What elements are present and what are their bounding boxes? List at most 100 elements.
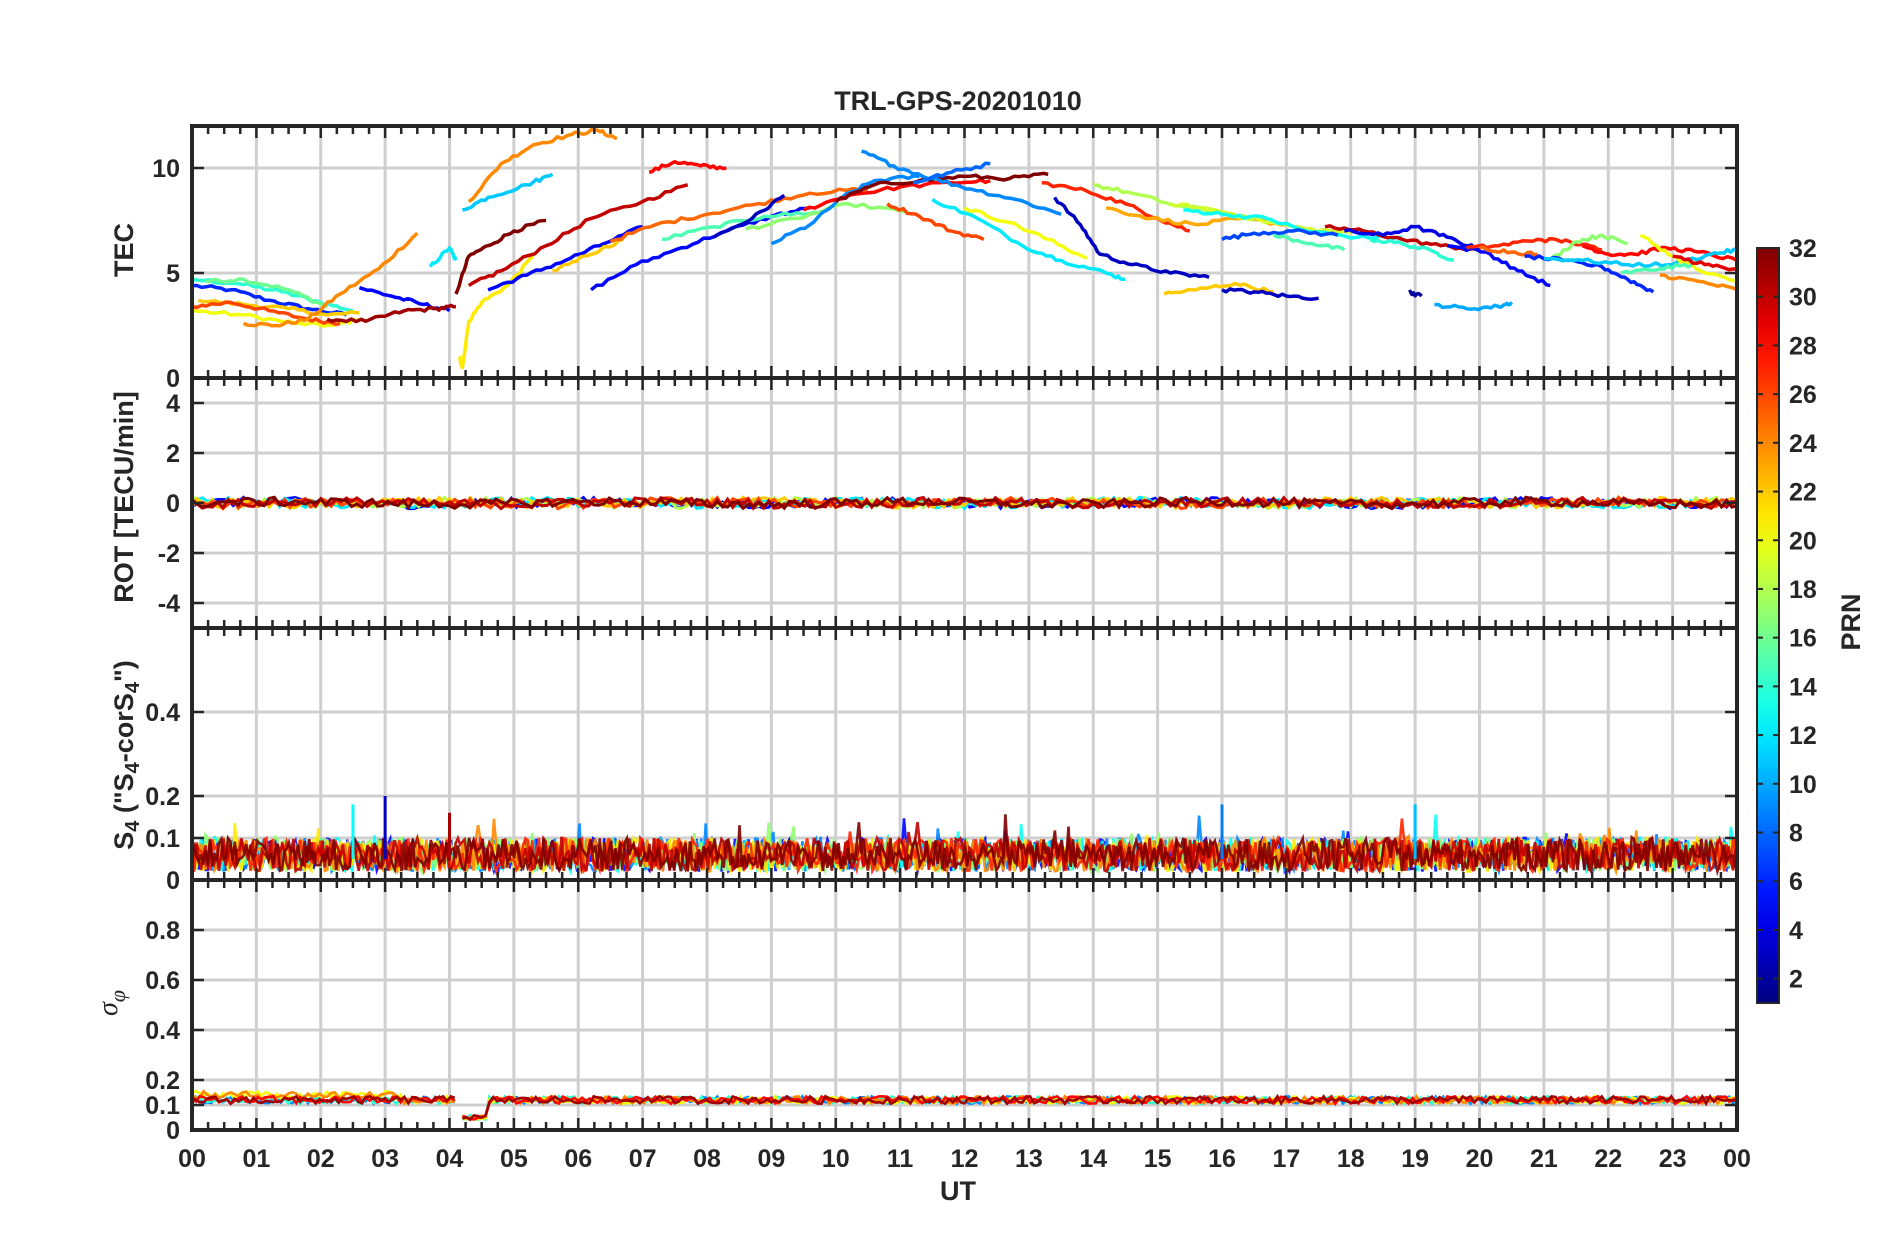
s4-panel: 0 0.1 0.2 0.4 (145, 626, 1739, 895)
x-tick-label: 19 (1401, 1145, 1429, 1173)
tec-series-line (454, 218, 547, 295)
tec-series-line (462, 172, 554, 212)
y-tick-label: 2 (166, 440, 180, 468)
tec-series-line (648, 159, 727, 174)
s4-ylabel-part: ("S (109, 773, 139, 820)
s4-ylabel-part: ") (109, 660, 139, 682)
chart-title: TRL-GPS-20201010 (834, 86, 1082, 116)
tec-series-line (457, 254, 535, 370)
x-tick-label: 08 (693, 1145, 721, 1173)
colorbar-tick-label: 18 (1789, 576, 1817, 604)
x-tick-label: 15 (1144, 1145, 1172, 1173)
colorbar-tick-label: 26 (1789, 381, 1817, 409)
colorbar-tick-label: 8 (1789, 820, 1803, 848)
colorbar-gradient (1756, 247, 1780, 1004)
sig-data (192, 1089, 1737, 1122)
colorbar-tick-label: 4 (1789, 917, 1803, 945)
tec-series-line (242, 231, 419, 328)
tec-series-line (1041, 180, 1191, 233)
x-tick-label: 03 (371, 1145, 399, 1173)
y-tick-label: 0 (166, 1117, 180, 1145)
sigma-phi-ylabel: σφ (93, 990, 130, 1016)
x-tick-label: 10 (822, 1145, 850, 1173)
y-tick-label: 0.2 (145, 1067, 180, 1095)
tec-series-line (1543, 247, 1737, 268)
tec-series-line (552, 237, 624, 273)
s4-ylabel-part: -corS (109, 693, 139, 762)
x-tick-label: 05 (500, 1145, 528, 1173)
y-tick-label: -4 (158, 590, 180, 618)
tec-data (192, 127, 1737, 370)
s4-ylabel-subscript: 4 (122, 820, 144, 832)
tec-series-line (1466, 237, 1603, 252)
s4-ylabel-part: S (109, 832, 139, 850)
sigma-phi-panel: 00.10.2 0.4 0.6 0.8 00 01 02 03 04 05 06 07 08 09 10 11… (145, 878, 1751, 1173)
y-tick-label: 0.1 (145, 1092, 180, 1120)
y-tick-label: 0.4 (145, 699, 180, 727)
tec-series-line (886, 202, 985, 241)
x-tick-label: 18 (1337, 1145, 1365, 1173)
y-tick-label: 5 (166, 260, 180, 288)
tec-series-line (834, 171, 1049, 203)
x-tick-label: 22 (1594, 1145, 1622, 1173)
tec-series-line (802, 178, 991, 212)
tec-panel: 0 5 10 (152, 124, 1739, 393)
tec-series-line (487, 225, 643, 292)
tec-series-line (467, 127, 618, 204)
y-tick-label: -2 (158, 540, 180, 568)
colorbar-tick-label: 32 (1789, 235, 1817, 263)
rot-series-line (192, 495, 1737, 511)
x-tick-label: 11 (887, 1145, 914, 1173)
y-tick-label: 0.2 (145, 783, 180, 811)
s4-ylabel: S4 ("S4-corS4") (109, 660, 144, 850)
x-tick-label: 00 (1723, 1145, 1751, 1173)
x-tick-label: 06 (564, 1145, 592, 1173)
tec-series-line (1548, 233, 1628, 262)
tec-series-line (861, 149, 1062, 216)
y-tick-label: 0 (166, 490, 180, 518)
y-tick-label: 0 (166, 365, 180, 393)
tec-series-line (1659, 273, 1737, 292)
sigma-phi-series-line (192, 1093, 1737, 1122)
phi-subscript: φ (105, 990, 130, 1002)
s4-ylabel-subscript: 4 (122, 681, 144, 693)
tec-series-line (1183, 208, 1403, 241)
y-tick-label: 4 (166, 390, 180, 418)
s4-data (192, 796, 1737, 877)
rot-panel: -4 -2 0 2 4 (158, 376, 1739, 630)
y-tick-label: 0.1 (145, 825, 180, 853)
tec-series-line (204, 277, 328, 309)
colorbar-tick-label: 20 (1789, 527, 1817, 555)
tec-series-line (1343, 224, 1480, 252)
tec-series-line (1221, 287, 1319, 301)
x-tick-label: 16 (1208, 1145, 1236, 1173)
tec-series-line (1639, 233, 1737, 284)
x-axis-label: UT (940, 1176, 976, 1206)
tec-series-line (661, 210, 817, 242)
colorbar-tick-label: 28 (1789, 332, 1817, 360)
y-tick-label: 0.8 (145, 917, 180, 945)
x-tick-label: 21 (1530, 1145, 1558, 1173)
y-tick-label: 0 (166, 867, 180, 895)
x-tick-label: 13 (1015, 1145, 1043, 1173)
tec-series-line (1447, 243, 1551, 288)
y-tick-label: 10 (152, 155, 180, 183)
colorbar-tick-label: 12 (1789, 722, 1817, 750)
tec-series-line (428, 246, 458, 268)
tec-series-line (1221, 228, 1339, 241)
s4-ylabel-subscript: 4 (122, 761, 144, 773)
x-tick-label: 12 (951, 1145, 979, 1173)
colorbar-tick-label: 30 (1789, 284, 1817, 312)
rot-ylabel: ROT [TECU/min] (109, 391, 139, 602)
y-tick-label: 0.6 (145, 967, 180, 995)
rot-data (192, 495, 1737, 511)
tec-series-line (1272, 233, 1346, 252)
colorbar-tick-label: 6 (1789, 868, 1803, 896)
tec-series-line (931, 198, 1126, 282)
x-tick-label: 07 (629, 1145, 657, 1173)
y-tick-label: 0.4 (145, 1017, 180, 1045)
x-tick-label: 01 (242, 1145, 270, 1173)
x-tick-label: 04 (436, 1145, 464, 1173)
